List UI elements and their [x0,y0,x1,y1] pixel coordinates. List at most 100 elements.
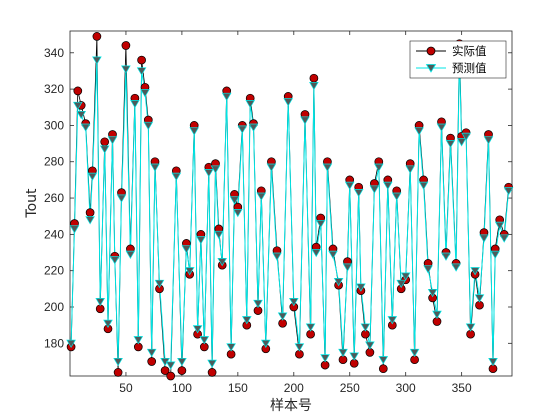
data-point-predicted [344,181,355,190]
data-point-predicted [360,323,371,332]
data-point-predicted [349,352,360,361]
data-point-predicted [76,110,87,120]
data-point-predicted [87,172,98,181]
data-point-actual [177,366,187,375]
data-point-actual [147,357,157,366]
data-point-actual [166,371,176,381]
data-point-actual [160,366,170,375]
data-point-predicted [109,256,120,265]
data-point-actual [100,137,110,147]
data-point-predicted [177,357,187,367]
data-point-predicted [207,359,217,368]
axis-ticks: 50 100 150 200 250 300 350 180 200 220 240 260 280 30… [44,31,512,395]
data-point-predicted [229,196,240,205]
data-point-predicted [365,341,375,350]
data-point-predicted [315,219,326,229]
data-point-predicted [121,65,131,74]
data-point-predicted [300,116,310,125]
x-tick-label: 50 [119,381,133,395]
data-point-predicted [113,357,123,367]
data-point-predicted [221,92,232,102]
data-point-predicted [387,316,398,325]
data-point-predicted [92,56,102,65]
data-point-predicted [465,323,476,332]
data-point-predicted [237,125,248,134]
y-tick-label: 340 [44,46,64,60]
data-point-predicted [400,272,411,281]
data-point-predicted [146,348,157,358]
data-point-predicted [461,132,471,141]
legend-swatch-marker-actual [426,46,436,56]
data-point-predicted [136,67,147,76]
data-point-predicted [103,319,113,328]
data-point-predicted [488,357,498,367]
y-tick-label: 240 [44,227,64,241]
data-point-predicted [232,209,243,218]
data-point-predicted [150,163,160,172]
x-axis-title: 样本号 [270,398,312,414]
data-point-predicted [133,336,144,345]
y-tick-label: 260 [44,191,64,205]
data-point-predicted [213,230,224,240]
data-point-predicted [396,279,407,289]
y-tick-label: 200 [44,300,64,314]
data-point-predicted [479,234,489,243]
data-point-predicted [436,123,447,132]
data-point-predicted [217,258,228,267]
data-point-predicted [338,348,348,358]
data-point-predicted [353,189,364,198]
data-point-predicted [342,263,353,272]
data-point-actual [92,32,102,41]
data-point-predicted [95,298,106,307]
data-point-predicted [441,252,451,261]
data-point-predicted [499,234,510,243]
data-point-predicted [154,279,165,289]
data-point-predicted [116,194,127,203]
data-point-actual [73,86,83,96]
data-point-predicted [66,339,76,348]
data-point-predicted [451,263,461,272]
data-point-predicted [226,343,236,352]
data-point-predicted [470,267,480,276]
data-point-predicted [245,100,256,109]
data-point-predicted [256,192,267,201]
legend-label-actual: 实际值 [452,44,487,58]
data-point-predicted [130,100,140,109]
data-point-predicted [309,81,319,91]
data-point-predicted [203,169,214,178]
y-tick-label: 320 [44,82,64,96]
series-line-predicted [70,56,510,366]
series-layer [66,32,514,381]
data-point-predicted [305,323,316,332]
data-point-predicted [85,216,95,225]
data-point-predicted [272,252,282,261]
data-point-predicted [405,165,416,174]
data-point-predicted [418,181,429,190]
data-point-predicted [184,267,195,276]
legend-label-predicted: 预测值 [452,61,487,75]
data-point-predicted [456,138,467,147]
data-point-predicted [277,312,288,321]
y-tick-label: 220 [44,264,64,278]
y-tick-label: 180 [44,336,64,350]
data-point-actual [121,41,131,50]
data-point-predicted [143,121,154,131]
data-point-predicted [483,136,494,145]
data-point-predicted [432,310,442,319]
data-point-predicted [72,101,83,111]
data-point-predicted [356,283,366,292]
data-point-predicted [378,356,389,365]
data-point-predicted [427,288,438,298]
legend: 实际值 预测值 [409,40,507,79]
data-point-predicted [196,236,206,245]
data-point-predicted [140,89,150,98]
data-point-predicted [248,123,259,132]
data-point-predicted [210,165,221,174]
y-axis-title: Tout [24,188,40,219]
data-point-predicted [423,265,433,274]
legend-box [409,40,507,79]
data-point-actual [378,364,388,374]
data-point-predicted [494,221,505,230]
data-point-actual [137,55,146,65]
